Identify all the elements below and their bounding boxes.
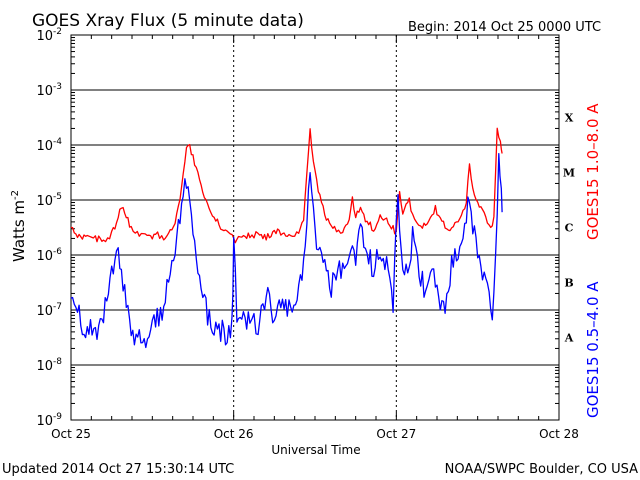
- legend-goes15-long: GOES15 1.0–8.0 A: [584, 103, 602, 240]
- y-tick-exponent: -8: [53, 357, 62, 367]
- x-axis-ticks: Oct 25 Oct 26 Oct 27 Oct 28: [51, 35, 579, 441]
- x-tick-label: Oct 28: [539, 427, 579, 441]
- flare-class-labels: A B C M X: [563, 112, 575, 345]
- y-tick-label: 10-9: [36, 412, 62, 429]
- x-tick-label: Oct 27: [376, 427, 416, 441]
- y-tick-label: 10-5: [36, 192, 62, 209]
- y-tick-label: 10-6: [36, 247, 62, 264]
- y-axis-label-text: Watts m: [10, 200, 28, 262]
- legend-goes15-short: GOES15 0.5–4.0 A: [584, 281, 602, 418]
- y-tick-label: 10-2: [36, 27, 62, 44]
- y-tick-base: 10: [36, 249, 53, 264]
- y-axis-label: Watts m-2: [10, 190, 28, 262]
- y-tick-base: 10: [36, 139, 53, 154]
- y-tick-base: 10: [36, 194, 53, 209]
- gridlines: [71, 89, 559, 366]
- x-axis-label: Universal Time: [271, 443, 360, 457]
- y-tick-label: 10-4: [36, 137, 62, 154]
- y-tick-exponent: -9: [53, 412, 62, 422]
- y-tick-exponent: -7: [53, 302, 62, 312]
- y-tick-base: 10: [36, 84, 53, 99]
- updated-timestamp: Updated 2014 Oct 27 15:30:14 UTC: [2, 462, 234, 477]
- flare-class-a: A: [564, 332, 574, 345]
- y-tick-base: 10: [36, 414, 53, 429]
- y-tick-label: 10-8: [36, 357, 62, 374]
- credit-text: NOAA/SWPC Boulder, CO USA: [445, 462, 638, 477]
- chart-title: GOES Xray Flux (5 minute data): [32, 11, 304, 31]
- y-tick-base: 10: [36, 29, 53, 44]
- y-tick-exponent: -3: [53, 82, 62, 92]
- y-tick-label: 10-7: [36, 302, 62, 319]
- x-tick-label: Oct 25: [51, 427, 91, 441]
- flare-class-m: M: [563, 167, 575, 180]
- y-tick-exponent: -4: [53, 137, 62, 147]
- y-tick-base: 10: [36, 304, 53, 319]
- y-tick-base: 10: [36, 359, 53, 374]
- y-axis-ticks: 10-910-810-710-610-510-410-310-2: [36, 27, 559, 429]
- y-tick-exponent: -2: [53, 27, 62, 37]
- flare-class-b: B: [564, 277, 573, 290]
- series-line-goes15-short: [70, 153, 503, 349]
- flare-class-x: X: [565, 112, 574, 125]
- series-layer: [70, 127, 503, 349]
- begin-label: Begin: 2014 Oct 25 0000 UTC: [408, 20, 601, 35]
- day-separators: [233, 35, 397, 420]
- y-tick-exponent: -6: [53, 247, 62, 257]
- y-tick-exponent: -5: [53, 192, 62, 202]
- y-tick-label: 10-3: [36, 82, 62, 99]
- flare-class-c: C: [565, 222, 574, 235]
- x-tick-label: Oct 26: [214, 427, 254, 441]
- y-axis-label-superscript: -2: [10, 190, 21, 200]
- series-line-goes15-long: [70, 127, 503, 244]
